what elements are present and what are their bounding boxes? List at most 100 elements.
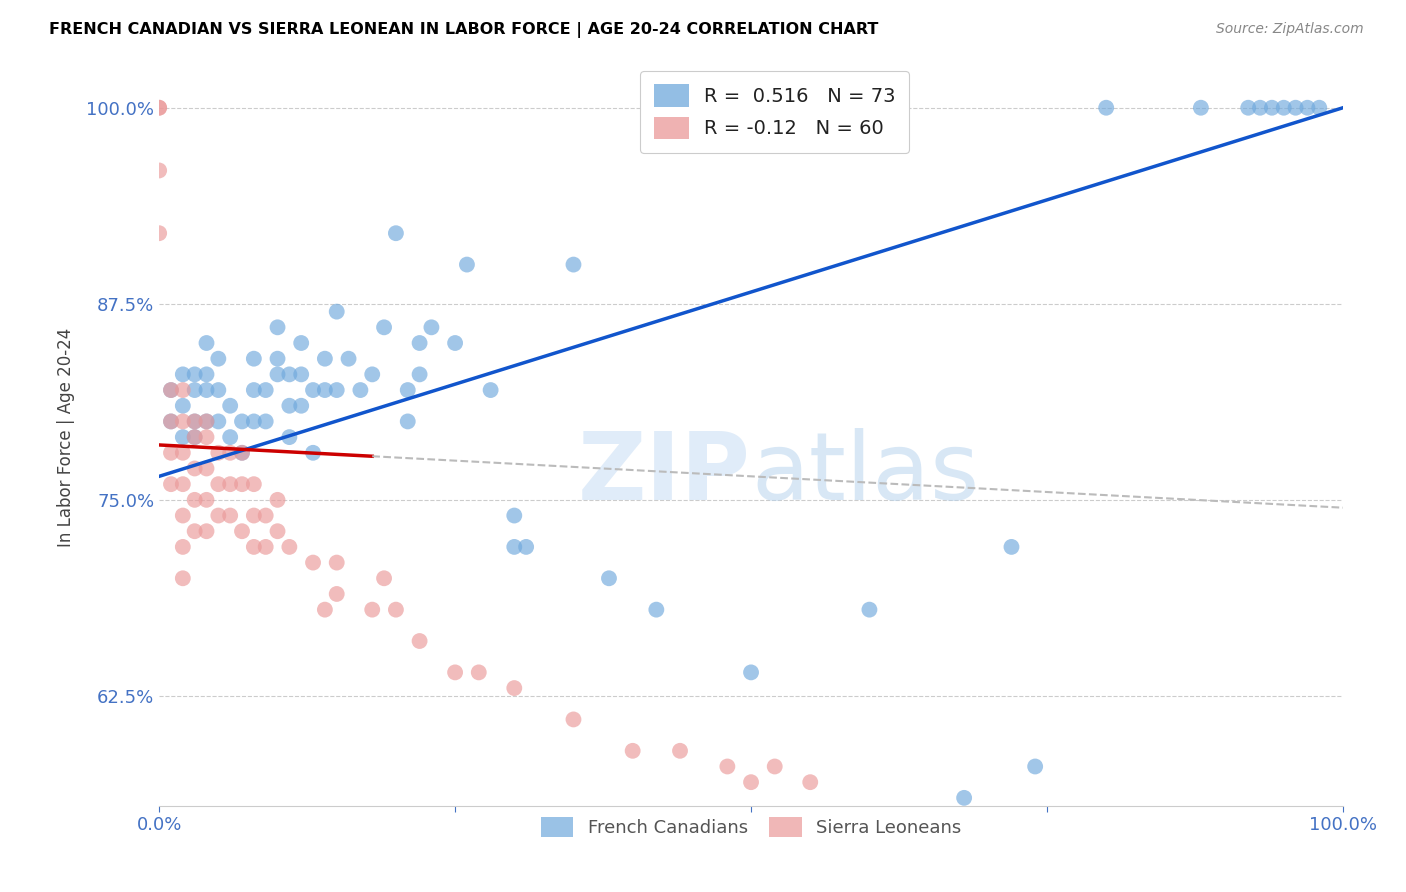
Text: ZIP: ZIP: [578, 428, 751, 520]
Legend: French Canadians, Sierra Leoneans: French Canadians, Sierra Leoneans: [533, 809, 969, 845]
Point: [219, 446, 242, 460]
Point: [302, 446, 325, 460]
Point: [1095, 101, 1118, 115]
Point: [207, 414, 229, 428]
Point: [1024, 759, 1046, 773]
Point: [195, 430, 218, 444]
Point: [243, 508, 266, 523]
Point: [231, 446, 253, 460]
Point: [361, 368, 384, 382]
Point: [669, 744, 692, 758]
Point: [278, 540, 301, 554]
Point: [243, 540, 266, 554]
Point: [325, 304, 347, 318]
Point: [195, 461, 218, 475]
Point: [515, 540, 537, 554]
Point: [349, 383, 371, 397]
Point: [243, 414, 266, 428]
Point: [266, 320, 288, 334]
Point: [337, 351, 360, 366]
Point: [243, 383, 266, 397]
Point: [385, 602, 408, 616]
Point: [1296, 101, 1319, 115]
Point: [160, 414, 183, 428]
Point: [396, 383, 419, 397]
Point: [207, 383, 229, 397]
Point: [278, 430, 301, 444]
Point: [420, 320, 443, 334]
Point: [953, 790, 976, 805]
Point: [231, 446, 253, 460]
Point: [562, 258, 585, 272]
Point: [290, 368, 312, 382]
Point: [172, 446, 194, 460]
Point: [716, 759, 738, 773]
Point: [195, 414, 218, 428]
Point: [148, 101, 170, 115]
Point: [302, 556, 325, 570]
Point: [183, 414, 205, 428]
Point: [195, 336, 218, 351]
Point: [278, 368, 301, 382]
Point: [207, 351, 229, 366]
Point: [183, 524, 205, 539]
Point: [1000, 540, 1022, 554]
Text: FRENCH CANADIAN VS SIERRA LEONEAN IN LABOR FORCE | AGE 20-24 CORRELATION CHART: FRENCH CANADIAN VS SIERRA LEONEAN IN LAB…: [49, 22, 879, 38]
Point: [266, 351, 288, 366]
Point: [503, 681, 526, 695]
Point: [195, 368, 218, 382]
Point: [254, 383, 277, 397]
Point: [396, 414, 419, 428]
Point: [645, 602, 668, 616]
Point: [1249, 101, 1271, 115]
Point: [503, 540, 526, 554]
Point: [1284, 101, 1306, 115]
Point: [408, 368, 430, 382]
Point: [278, 399, 301, 413]
Point: [302, 383, 325, 397]
Point: [183, 414, 205, 428]
Point: [1308, 101, 1330, 115]
Point: [373, 320, 395, 334]
Point: [172, 508, 194, 523]
Point: [468, 665, 491, 680]
Point: [160, 383, 183, 397]
Y-axis label: In Labor Force | Age 20-24: In Labor Force | Age 20-24: [58, 327, 75, 547]
Point: [314, 383, 336, 397]
Point: [172, 368, 194, 382]
Point: [858, 602, 880, 616]
Point: [444, 336, 467, 351]
Point: [408, 634, 430, 648]
Point: [231, 524, 253, 539]
Point: [195, 414, 218, 428]
Point: [444, 665, 467, 680]
Point: [325, 556, 347, 570]
Point: [172, 540, 194, 554]
Point: [172, 477, 194, 491]
Point: [1272, 101, 1295, 115]
Point: [598, 571, 620, 585]
Point: [503, 508, 526, 523]
Point: [740, 775, 762, 789]
Point: [266, 492, 288, 507]
Point: [314, 602, 336, 616]
Point: [373, 571, 395, 585]
Point: [325, 587, 347, 601]
Point: [172, 383, 194, 397]
Point: [479, 383, 502, 397]
Point: [219, 430, 242, 444]
Point: [207, 477, 229, 491]
Point: [799, 775, 821, 789]
Point: [172, 414, 194, 428]
Point: [1261, 101, 1284, 115]
Point: [148, 226, 170, 240]
Point: [219, 508, 242, 523]
Point: [254, 414, 277, 428]
Point: [160, 477, 183, 491]
Text: atlas: atlas: [751, 428, 980, 520]
Point: [1237, 101, 1260, 115]
Point: [763, 759, 786, 773]
Point: [148, 163, 170, 178]
Point: [314, 351, 336, 366]
Point: [562, 713, 585, 727]
